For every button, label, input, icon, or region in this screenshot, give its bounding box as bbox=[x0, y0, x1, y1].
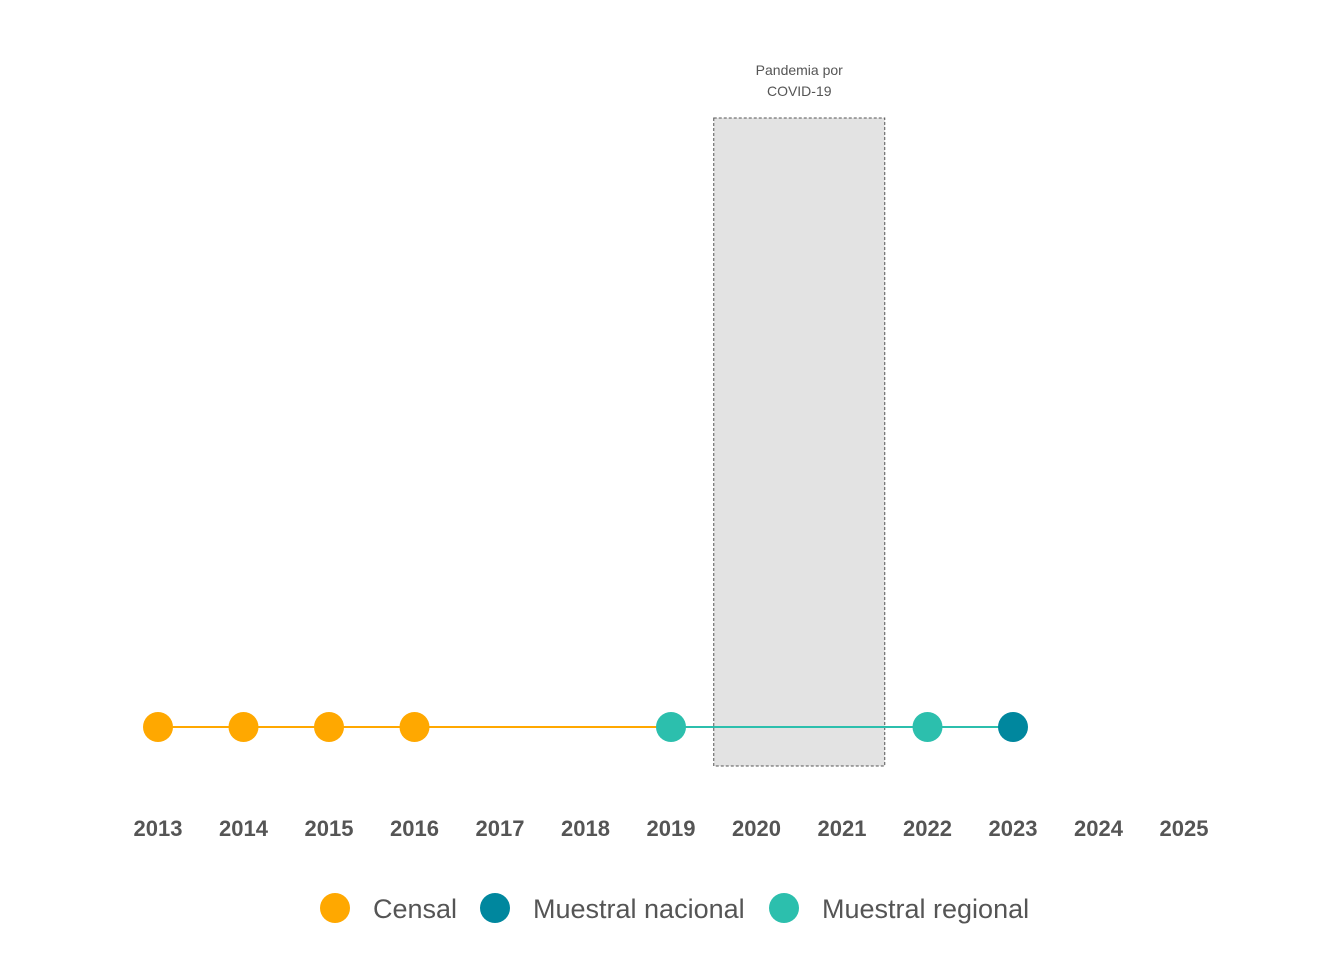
legend-label-2: Muestral nacional bbox=[533, 894, 745, 924]
x-tick-label-2022: 2022 bbox=[903, 816, 952, 841]
x-tick-label-2025: 2025 bbox=[1160, 816, 1209, 841]
point-series2-2023 bbox=[998, 712, 1028, 742]
point-series1-2014 bbox=[228, 712, 259, 742]
point-series1-2016 bbox=[399, 712, 430, 742]
x-tick-label-2018: 2018 bbox=[561, 816, 610, 841]
x-tick-label-2013: 2013 bbox=[134, 816, 183, 841]
legend-swatch-1 bbox=[320, 893, 350, 923]
legend-swatch-2 bbox=[480, 893, 510, 923]
x-tick-label-2023: 2023 bbox=[989, 816, 1038, 841]
x-tick-label-2015: 2015 bbox=[305, 816, 354, 841]
legend-label-1: Censal bbox=[373, 894, 457, 924]
x-tick-label-2019: 2019 bbox=[647, 816, 696, 841]
x-tick-label-2016: 2016 bbox=[390, 816, 439, 841]
point-series3-2022 bbox=[912, 712, 943, 742]
legend-label-3: Muestral regional bbox=[822, 894, 1029, 924]
shaded-region-layer: Pandemia por COVID-19 bbox=[713, 62, 886, 767]
annotation-line-1: Pandemia por bbox=[756, 62, 844, 78]
x-tick-label-2024: 2024 bbox=[1074, 816, 1124, 841]
point-series3-2019 bbox=[656, 712, 686, 742]
legend: Censal Muestral nacional Muestral regional bbox=[320, 893, 1029, 924]
shaded-region-covid bbox=[713, 117, 886, 767]
x-axis-ticks: 2013 2014 2015 2016 2017 2018 2019 2020 2021 2022… bbox=[134, 816, 1209, 841]
legend-swatch-3 bbox=[769, 893, 799, 923]
point-series1-2015 bbox=[314, 712, 344, 742]
x-tick-label-2014: 2014 bbox=[219, 816, 269, 841]
x-tick-label-2017: 2017 bbox=[476, 816, 525, 841]
x-tick-label-2021: 2021 bbox=[818, 816, 867, 841]
point-series1-2013 bbox=[143, 712, 173, 742]
x-tick-label-2020: 2020 bbox=[732, 816, 781, 841]
annotation-line-2: COVID-19 bbox=[767, 83, 832, 99]
points-layer bbox=[143, 712, 1028, 742]
